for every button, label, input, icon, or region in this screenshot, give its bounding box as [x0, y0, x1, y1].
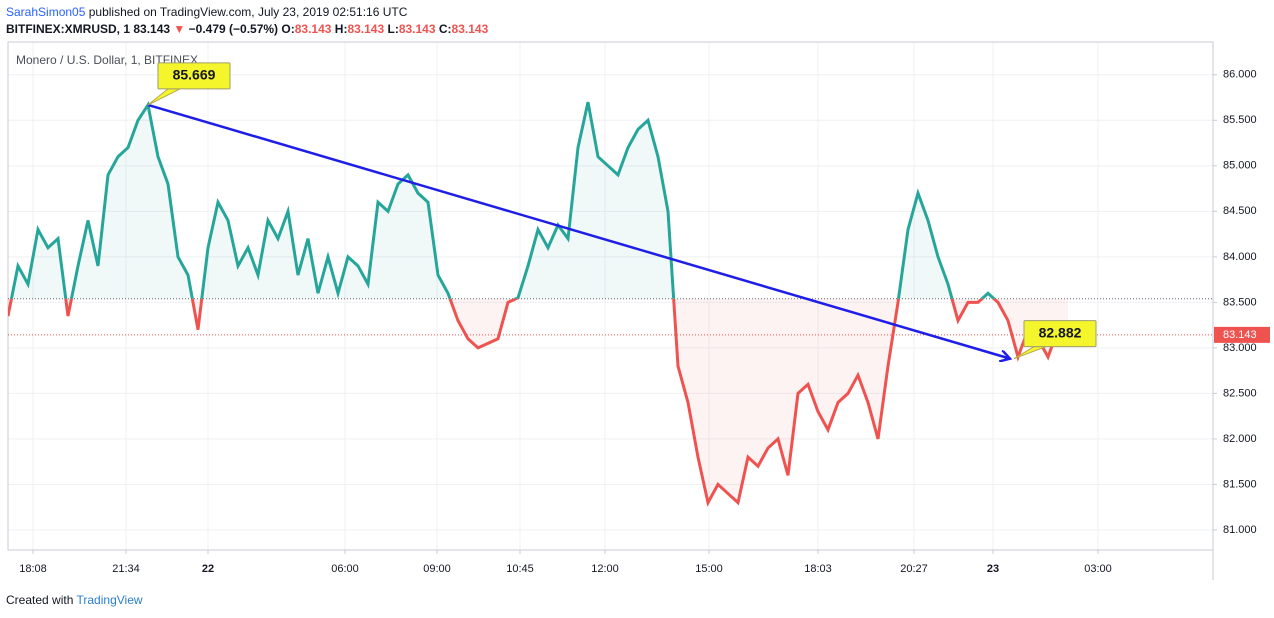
- symbol-line: BITFINEX:XMRUSD, 1 83.143 ▼ −0.479 (−0.5…: [6, 22, 488, 36]
- callout-label: 82.882: [1039, 324, 1082, 340]
- legend: Monero / U.S. Dollar, 1, BITFINEX: [16, 53, 198, 67]
- y-tick-label: 81.500: [1223, 478, 1257, 490]
- y-tick-label: 85.500: [1223, 114, 1257, 126]
- brand[interactable]: TradingView: [76, 593, 143, 607]
- y-tick-label: 83.000: [1223, 342, 1257, 354]
- ohlc-h: H:: [334, 22, 348, 36]
- callout-box: [1023, 320, 1097, 348]
- callout-box: [157, 62, 231, 90]
- y-tick-label: 83.500: [1223, 296, 1257, 308]
- ohlc-h-val: 83.143: [347, 22, 385, 36]
- x-tick-label: 12:00: [591, 563, 619, 575]
- x-tick-label: 09:00: [423, 563, 451, 575]
- x-tick-label: 15:00: [695, 563, 723, 575]
- callout-pointer: [147, 88, 181, 106]
- footer: Created with TradingView: [6, 593, 143, 607]
- trend-line: [147, 103, 1010, 359]
- ohlc-o: O:: [281, 22, 295, 36]
- ohlc-c: C:: [438, 22, 452, 36]
- change: −0.479 (−0.57%): [188, 22, 279, 36]
- x-tick-label: 03:00: [1084, 563, 1112, 575]
- y-tick-label: 86.000: [1223, 69, 1257, 81]
- ohlc-o-val: 83.143: [294, 22, 332, 36]
- published: published on TradingView.com, July 23, 2…: [88, 5, 408, 19]
- x-tick-label: 23: [987, 563, 999, 575]
- last-price-box: [1214, 326, 1270, 343]
- y-tick-label: 81.000: [1223, 524, 1257, 536]
- symbol: BITFINEX:XMRUSD, 1: [6, 22, 131, 36]
- arrow: ▼: [173, 22, 186, 36]
- x-tick-label: 22: [202, 563, 214, 575]
- x-tick-label: 18:03: [804, 563, 832, 575]
- y-tick-label: 85.000: [1223, 160, 1257, 172]
- y-tick-label: 84.500: [1223, 205, 1257, 217]
- created: Created with: [6, 593, 74, 607]
- line-above: [9, 100, 997, 299]
- area-below: [8, 298, 1068, 503]
- y-tick-label: 82.500: [1223, 387, 1257, 399]
- price: 83.143: [133, 22, 171, 36]
- area-above: [8, 102, 1068, 299]
- y-tick-label: 84.000: [1223, 251, 1257, 263]
- x-tick-label: 10:45: [506, 563, 534, 575]
- x-tick-label: 18:08: [19, 563, 47, 575]
- ohlc-l: L:: [387, 22, 399, 36]
- ohlc-c-val: 83.143: [451, 22, 489, 36]
- author[interactable]: SarahSimon05: [6, 5, 86, 19]
- x-tick-label: 20:27: [900, 563, 928, 575]
- x-tick-label: 21:34: [112, 563, 140, 575]
- y-tick-label: 82.000: [1223, 433, 1257, 445]
- header-line: SarahSimon05 published on TradingView.co…: [6, 5, 407, 19]
- x-tick-label: 06:00: [331, 563, 359, 575]
- ohlc-l-val: 83.143: [398, 22, 436, 36]
- callout-label: 85.669: [173, 67, 216, 83]
- last-price-label: 83.143: [1223, 329, 1257, 341]
- line-below: [8, 298, 1069, 507]
